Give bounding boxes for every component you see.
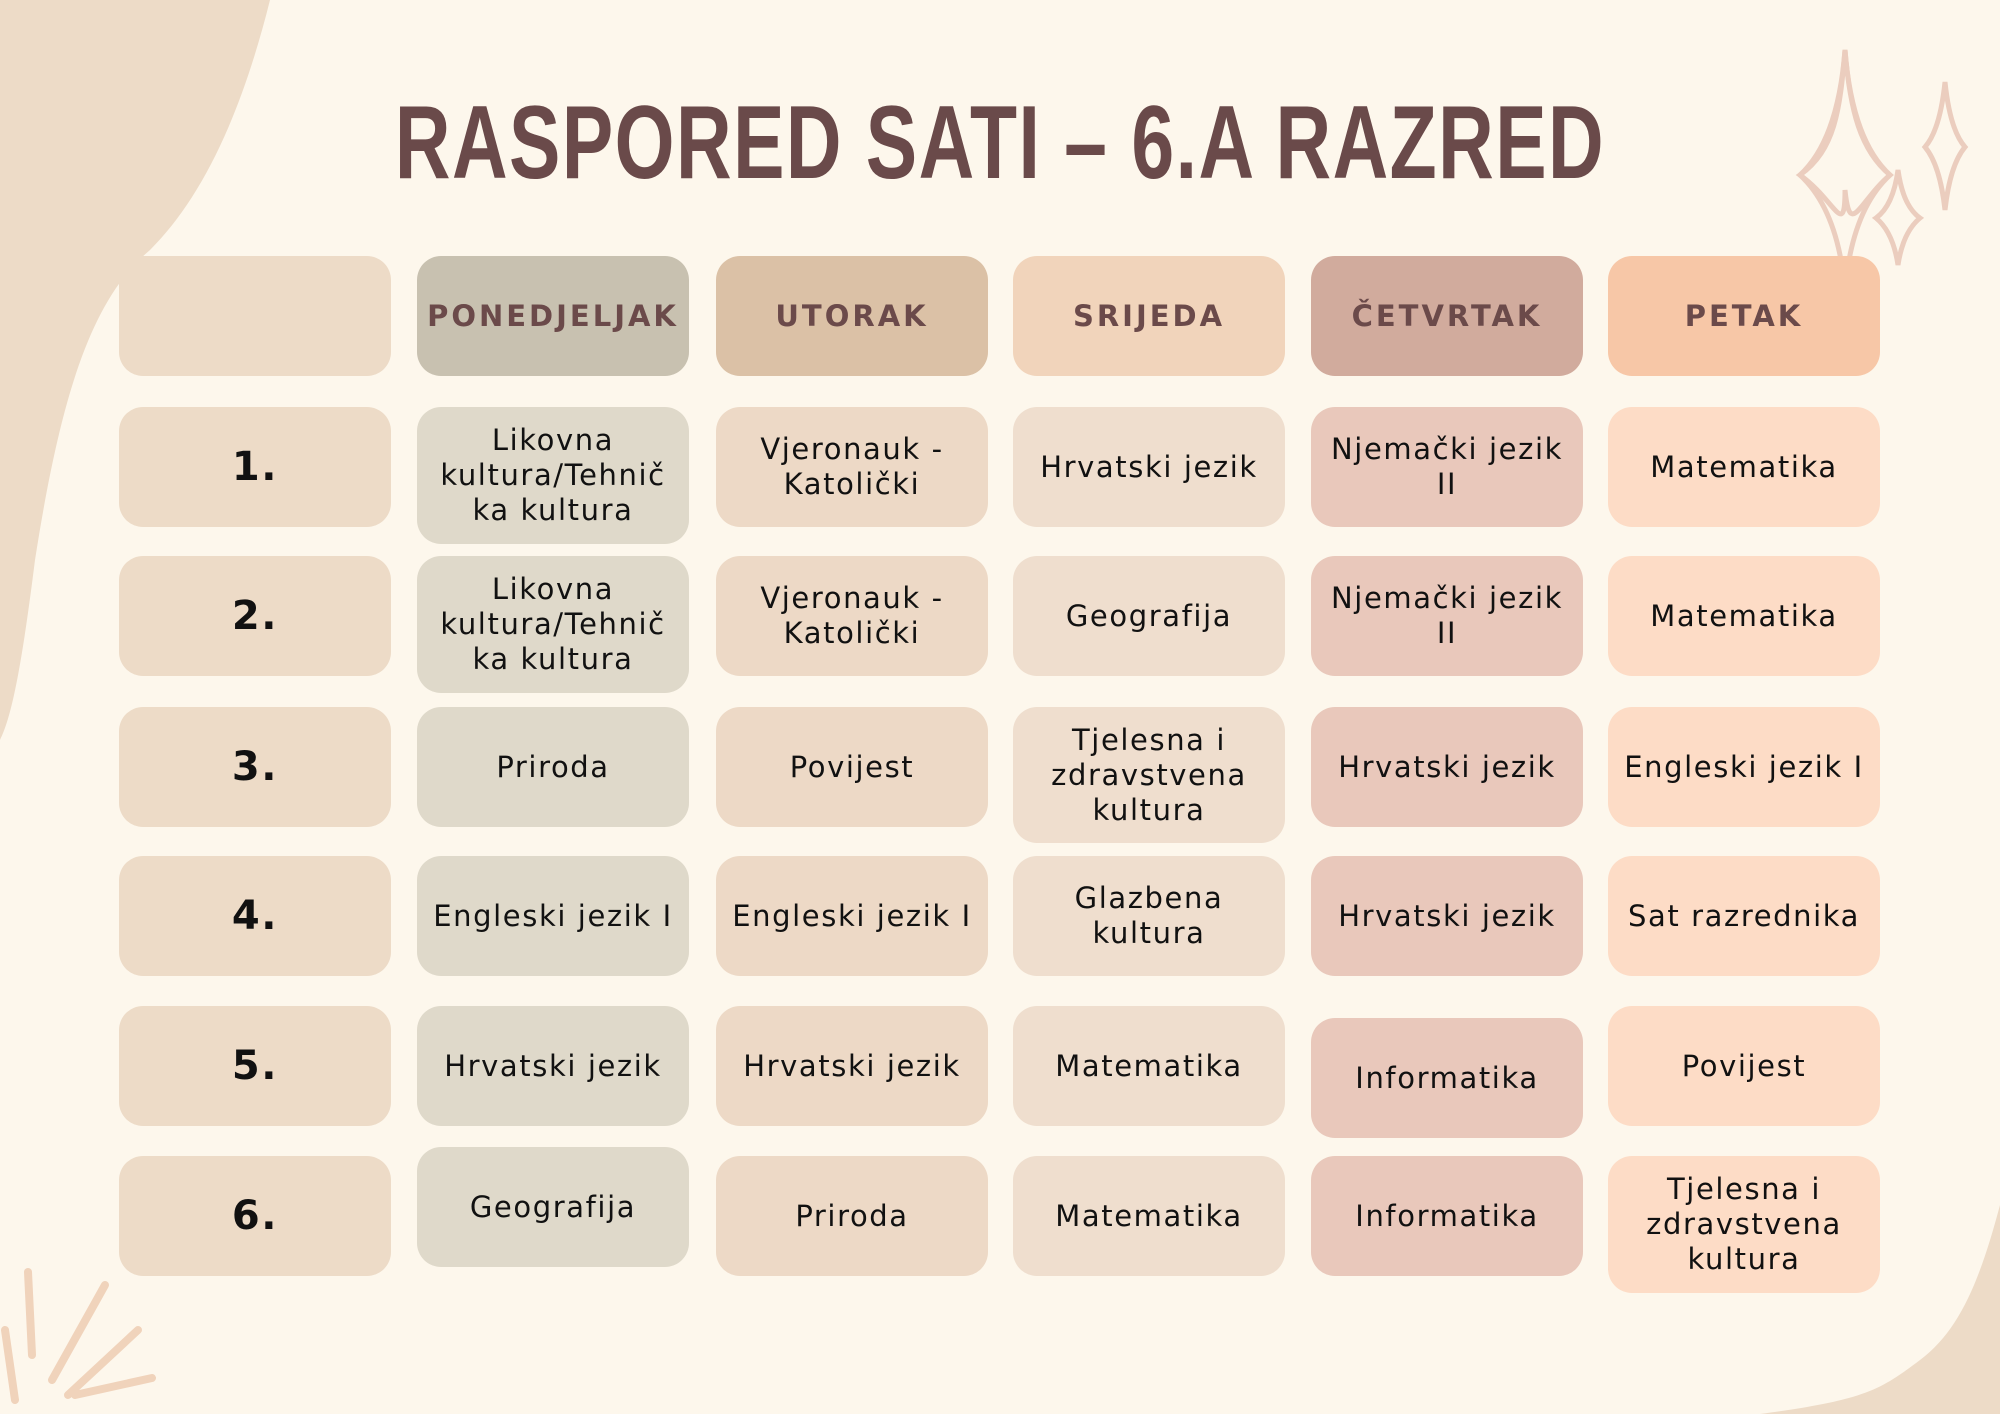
lesson-cell: Informatika	[1311, 1018, 1583, 1138]
header-day-3: SRIJEDA	[1013, 256, 1285, 376]
lesson-cell-label: Hrvatski jezik	[1338, 749, 1556, 784]
lesson-cell-label: Priroda	[496, 749, 610, 784]
period-cell-2-label: 2.	[231, 592, 279, 639]
lesson-cell-label: Matematika	[1055, 1048, 1243, 1083]
lesson-cell-label: Glazbena kultura	[1074, 881, 1224, 950]
sunburst-icon	[1, 1268, 156, 1404]
lesson-cell-label: Matematika	[1650, 449, 1838, 484]
lesson-cell-label: Hrvatski jezik	[743, 1048, 961, 1083]
lesson-cell: Hrvatski jezik	[417, 1006, 689, 1126]
lesson-cell-label: Engleski jezik I	[732, 898, 972, 933]
lesson-cell: Engleski jezik I	[716, 856, 988, 976]
lesson-cell: Matematika	[1608, 556, 1880, 676]
lesson-cell: Engleski jezik I	[1608, 707, 1880, 827]
period-cell-5: 5.	[119, 1006, 391, 1126]
lesson-cell-label: Povijest	[789, 749, 915, 784]
period-cell-6: 6.	[119, 1156, 391, 1276]
lesson-cell: Tjelesna i zdravstvena kultura	[1608, 1156, 1880, 1293]
lesson-cell-label: Hrvatski jezik	[1338, 898, 1556, 933]
period-cell-4: 4.	[119, 856, 391, 976]
header-day-5: PETAK	[1608, 256, 1880, 376]
lesson-cell: Priroda	[417, 707, 689, 827]
lesson-cell: Engleski jezik I	[417, 856, 689, 976]
lesson-cell: Priroda	[716, 1156, 988, 1276]
lesson-cell: Glazbena kultura	[1013, 856, 1285, 976]
lesson-cell-label: Povijest	[1681, 1048, 1807, 1083]
lesson-cell-label: Informatika	[1355, 1060, 1539, 1095]
lesson-cell-label: Geografija	[1065, 598, 1233, 633]
header-day-1-label: PONEDJELJAK	[427, 298, 679, 333]
lesson-cell-label: Tjelesna i zdravstvena kultura	[1051, 722, 1247, 827]
lesson-cell-label: Vjeronauk - Katolički	[760, 432, 944, 501]
header-corner-cell	[119, 256, 391, 376]
lesson-cell: Informatika	[1311, 1156, 1583, 1276]
lesson-cell: Matematika	[1013, 1006, 1285, 1126]
lesson-cell-label: Njemački jezik II	[1331, 432, 1563, 501]
lesson-cell: Hrvatski jezik	[1311, 856, 1583, 976]
lesson-cell-label: Informatika	[1355, 1198, 1539, 1233]
lesson-cell-label: Likovna kultura/Tehnič ka kultura	[440, 572, 666, 676]
period-cell-1: 1.	[119, 407, 391, 527]
header-day-4-label: ČETVRTAK	[1351, 298, 1543, 333]
lesson-cell: Matematika	[1013, 1156, 1285, 1276]
lesson-cell: Matematika	[1608, 407, 1880, 527]
lesson-cell-label: Geografija	[469, 1189, 637, 1224]
lesson-cell: Hrvatski jezik	[716, 1006, 988, 1126]
lesson-cell-label: Likovna kultura/Tehnič ka kultura	[440, 423, 666, 527]
lesson-cell: Geografija	[417, 1147, 689, 1267]
corner-blob-top-left	[0, 0, 270, 740]
lesson-cell: Njemački jezik II	[1311, 556, 1583, 676]
period-cell-4-label: 4.	[231, 892, 279, 939]
lesson-cell: Povijest	[716, 707, 988, 827]
lesson-cell: Povijest	[1608, 1006, 1880, 1126]
lesson-cell-label: Njemački jezik II	[1331, 581, 1563, 650]
sparkle-icon	[1795, 49, 1969, 291]
page-title: RASPORED SATI – 6.A RAZRED	[394, 85, 1606, 201]
lesson-cell-label: Tjelesna i zdravstvena kultura	[1646, 1172, 1842, 1276]
lesson-cell-label: Engleski jezik I	[1624, 749, 1864, 784]
lesson-cell-label: Matematika	[1650, 598, 1838, 633]
header-day-1: PONEDJELJAK	[417, 256, 689, 376]
lesson-cell: Hrvatski jezik	[1013, 407, 1285, 527]
lesson-cell-label: Priroda	[795, 1198, 909, 1233]
header-day-5-label: PETAK	[1684, 298, 1804, 333]
lesson-cell: Likovna kultura/Tehnič ka kultura	[417, 407, 689, 544]
lesson-cell-label: Matematika	[1055, 1198, 1243, 1233]
period-cell-5-label: 5.	[231, 1042, 279, 1089]
lesson-cell: Hrvatski jezik	[1311, 707, 1583, 827]
lesson-cell: Vjeronauk - Katolički	[716, 556, 988, 676]
period-cell-3: 3.	[119, 707, 391, 827]
lesson-cell-label: Hrvatski jezik	[444, 1048, 662, 1083]
header-day-2-label: UTORAK	[775, 298, 929, 333]
lesson-cell-label: Engleski jezik I	[433, 898, 673, 933]
header-day-2: UTORAK	[716, 256, 988, 376]
lesson-cell-label: Sat razrednika	[1627, 898, 1861, 933]
lesson-cell: Geografija	[1013, 556, 1285, 676]
period-cell-6-label: 6.	[231, 1192, 279, 1239]
header-day-3-label: SRIJEDA	[1072, 298, 1226, 333]
lesson-cell: Vjeronauk - Katolički	[716, 407, 988, 527]
period-cell-2: 2.	[119, 556, 391, 676]
lesson-cell: Sat razrednika	[1608, 856, 1880, 976]
lesson-cell-label: Vjeronauk - Katolički	[760, 581, 944, 650]
lesson-cell-label: Hrvatski jezik	[1040, 449, 1258, 484]
lesson-cell: Njemački jezik II	[1311, 407, 1583, 527]
period-cell-1-label: 1.	[231, 443, 279, 490]
lesson-cell: Tjelesna i zdravstvena kultura	[1013, 707, 1285, 843]
corner-blob-bottom-right	[1760, 1205, 2000, 1414]
header-day-4: ČETVRTAK	[1311, 256, 1583, 376]
period-cell-3-label: 3.	[231, 743, 279, 790]
lesson-cell: Likovna kultura/Tehnič ka kultura	[417, 556, 689, 693]
